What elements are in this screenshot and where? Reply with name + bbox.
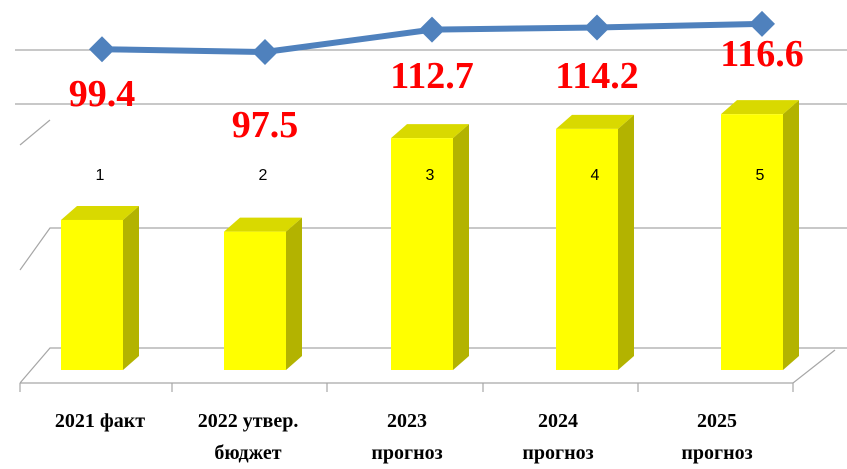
line-x-tick-label: 5 (756, 167, 765, 184)
series-marker (584, 14, 610, 41)
category-label: 2023 прогноз (371, 410, 442, 464)
bar-top (556, 114, 634, 129)
data-label: 116.6 (720, 33, 803, 75)
category-label-line: 2022 утвер. (198, 410, 299, 432)
bar-front (556, 128, 618, 370)
series-marker (419, 16, 445, 43)
bar-axis-depth (792, 349, 836, 384)
bar-top (391, 124, 469, 139)
line-x-tick-label: 2 (259, 167, 268, 184)
line-series (89, 10, 775, 65)
bar-top (61, 205, 139, 220)
category-label-line: прогноз (681, 442, 752, 464)
category-label: 2021 факт (55, 410, 145, 432)
data-label: 112.7 (390, 55, 473, 97)
bar (391, 124, 469, 371)
category-label: 2024 прогноз (522, 410, 593, 464)
bar-front (61, 219, 123, 370)
category-label: 2025 прогноз (681, 410, 752, 464)
data-label: 114.2 (555, 55, 638, 97)
category-label-line: 2024 (538, 410, 578, 432)
bar-side (453, 124, 469, 371)
category-label-line: 2023 (387, 410, 427, 432)
bar-front (721, 114, 783, 370)
series-marker (89, 36, 115, 63)
series-marker (749, 10, 775, 37)
bar-side (286, 217, 302, 370)
bar-side (783, 100, 799, 370)
line-x-tick-label: 3 (426, 167, 435, 184)
category-label-line: прогноз (522, 442, 593, 464)
line-gridline-stub (19, 119, 51, 146)
category-label-line: 2021 факт (55, 410, 145, 432)
line-data-labels: 99.4 97.5 112.7 114.2 116.6 (69, 33, 804, 146)
line-x-tick-label: 4 (591, 167, 600, 184)
data-label: 99.4 (69, 73, 136, 115)
bar (721, 100, 799, 370)
bar (556, 114, 634, 370)
category-label-line: прогноз (371, 442, 442, 464)
bar-top (721, 100, 799, 115)
bar-top (224, 217, 302, 232)
bar-front (391, 138, 453, 370)
data-label: 97.5 (232, 104, 299, 146)
bar-front (224, 231, 286, 370)
line-x-tick-label: 1 (96, 167, 105, 184)
category-label-line: 2025 (697, 410, 737, 432)
bar-side (123, 205, 139, 370)
series-marker (252, 39, 278, 65)
line-x-tick-labels: 1 2 3 4 5 (96, 167, 765, 184)
bar-side (618, 114, 634, 370)
category-label-line: бюджет (214, 442, 281, 464)
bar-series (61, 100, 799, 371)
bar (224, 217, 302, 370)
category-label: 2022 утвер. бюджет (198, 410, 299, 464)
bar (61, 205, 139, 370)
